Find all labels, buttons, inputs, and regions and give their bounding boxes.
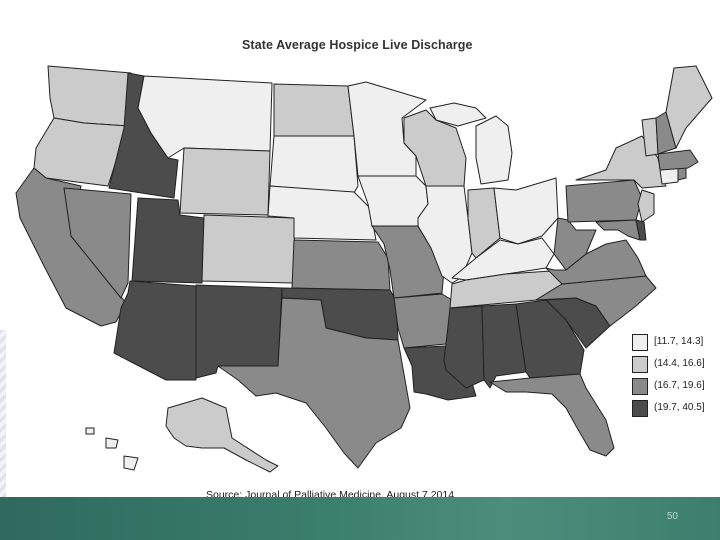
state-MA xyxy=(657,149,699,171)
legend-label: [11.7, 14.3] xyxy=(654,336,704,347)
state-NV xyxy=(63,187,132,299)
state-PA xyxy=(565,179,643,223)
state-AZ xyxy=(113,280,197,381)
legend-swatch xyxy=(632,378,648,395)
state-OR xyxy=(33,117,129,187)
state-HI-2 xyxy=(85,427,95,435)
legend-entry: (16.7, 19.6] xyxy=(632,378,720,398)
state-SD xyxy=(269,135,359,194)
state-IL xyxy=(417,185,473,284)
state-WV xyxy=(553,217,597,271)
state-OH xyxy=(493,177,559,245)
state-NJ xyxy=(637,189,655,223)
legend-swatch xyxy=(632,356,648,373)
state-ND xyxy=(273,83,355,137)
state-RI xyxy=(677,167,687,181)
state-CA xyxy=(15,167,127,327)
state-AK xyxy=(165,397,279,473)
map-title: State Average Hospice Live Discharge xyxy=(242,38,473,52)
state-WY xyxy=(179,147,271,216)
legend-label: (14.4, 16.6] xyxy=(654,358,705,369)
state-CT xyxy=(659,167,679,185)
state-AR xyxy=(393,293,453,349)
legend-label: (16.7, 19.6] xyxy=(654,380,705,391)
legend-entry: [11.7, 14.3] xyxy=(632,334,720,354)
page-number: 50 xyxy=(666,511,678,522)
slide-footer xyxy=(0,497,720,540)
state-ME xyxy=(665,65,713,149)
state-FL xyxy=(489,373,615,457)
us-choropleth-map xyxy=(15,65,713,473)
legend-swatch xyxy=(632,334,648,351)
state-DE xyxy=(635,219,647,241)
state-KS xyxy=(291,239,391,291)
state-CO xyxy=(201,214,296,284)
state-MI xyxy=(475,115,513,185)
legend-entry: (19.7, 40.5] xyxy=(632,400,720,420)
state-WI xyxy=(403,109,467,187)
state-MI-UP xyxy=(429,102,487,127)
legend-swatch xyxy=(632,400,648,417)
state-MD xyxy=(595,219,641,241)
state-WA xyxy=(47,65,132,127)
state-HI-3 xyxy=(123,455,139,471)
state-TX xyxy=(217,297,411,469)
map-panel: State Average Hospice Live Discharge xyxy=(6,8,714,501)
state-MT xyxy=(137,75,273,159)
legend-label: (19.7, 40.5] xyxy=(654,402,705,413)
legend-entry: (14.4, 16.6] xyxy=(632,356,720,376)
state-NE xyxy=(267,185,377,241)
state-HI xyxy=(105,437,119,449)
state-NM xyxy=(195,284,283,379)
